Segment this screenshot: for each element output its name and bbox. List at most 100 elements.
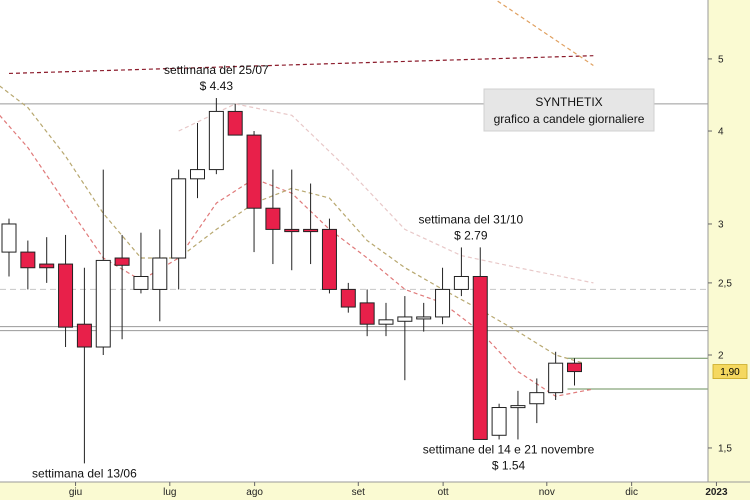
annotation-3-price: $ 1.54	[492, 458, 526, 472]
candle-body	[133, 275, 149, 290]
candle	[303, 183, 319, 265]
moving-average-2	[178, 103, 594, 284]
candle-body	[567, 362, 582, 373]
candle-body	[529, 392, 545, 405]
candle-body	[491, 407, 507, 436]
chart-subtitle: grafico a candele giornaliere	[494, 112, 645, 126]
annotation-3-label: settimane del 14 e 21 novembre	[423, 442, 595, 456]
candle	[435, 267, 451, 325]
candle-body	[152, 257, 168, 290]
candle-body	[227, 110, 243, 136]
y-tick-label: 3	[718, 219, 724, 230]
candle	[510, 390, 526, 440]
current-price-tag: 1,90	[712, 364, 748, 379]
candle	[321, 218, 337, 294]
candle	[227, 103, 243, 136]
price-tag-bg	[712, 364, 748, 379]
candle-body	[39, 263, 55, 269]
candle-body	[95, 259, 111, 348]
candle	[1, 218, 17, 277]
candle	[133, 232, 149, 294]
candle	[20, 240, 36, 290]
x-ticks: giu lug ago set ott nov dic 2023	[69, 482, 728, 498]
candle	[378, 302, 394, 337]
y-tick-label: 1,5	[718, 443, 732, 454]
candle-body	[58, 263, 74, 328]
x-tick-label: ago	[246, 487, 263, 498]
x-axis-panel: giu lug ago set ott nov dic 2023	[0, 481, 750, 500]
plot-area	[0, 0, 708, 482]
trend-line-1	[494, 0, 594, 66]
candle-body	[416, 316, 432, 320]
candle-body	[265, 207, 281, 230]
y-tick-label: 5	[718, 54, 724, 65]
y-tick-label: 2	[718, 350, 724, 361]
candle-body	[340, 288, 356, 308]
candle-body	[510, 405, 526, 409]
candle	[190, 123, 205, 199]
x-tick-label: set	[352, 487, 366, 498]
y-tick-label: 2,5	[718, 278, 732, 289]
y-axis-panel: 5 4 3 2,5 2 1,5 1,90	[707, 0, 750, 482]
x-axis-bg	[0, 482, 750, 500]
annotation-0-label: settimana del 25/07	[164, 63, 269, 77]
candle-body	[20, 251, 36, 269]
candle	[340, 282, 356, 313]
candle-body	[453, 275, 469, 290]
candle	[529, 378, 545, 424]
candle-body	[171, 178, 187, 259]
candles	[1, 98, 582, 464]
x-tick-label: lug	[163, 487, 176, 498]
x-tick-label: ott	[438, 487, 449, 498]
candle	[152, 229, 168, 322]
x-tick-label: 2023	[705, 487, 728, 498]
candle-body	[246, 134, 262, 209]
candle-body	[435, 288, 451, 318]
candle-body	[114, 257, 130, 266]
candle	[39, 237, 55, 283]
candle-body	[548, 362, 564, 394]
x-tick-label: giu	[69, 487, 82, 498]
price-tag-label: 1,90	[720, 367, 740, 378]
candle-body	[378, 319, 394, 325]
candle	[397, 296, 413, 381]
candle	[453, 247, 469, 297]
candle-body	[472, 275, 488, 440]
candle	[208, 98, 224, 175]
candle-body	[359, 302, 375, 325]
title-box: SYNTHETIX grafico a candele giornaliere	[483, 88, 655, 132]
candle-body	[284, 228, 300, 233]
candle	[567, 358, 582, 386]
candle	[491, 403, 507, 440]
candle-body	[76, 323, 92, 348]
chart-title: SYNTHETIX	[535, 95, 602, 109]
candle	[114, 234, 130, 340]
y-tick-label: 4	[718, 127, 724, 138]
candle-body	[321, 228, 337, 290]
x-tick-label: nov	[539, 487, 555, 498]
candle	[246, 131, 262, 253]
candle	[265, 169, 281, 265]
title-box-bg	[483, 88, 655, 132]
candle	[95, 169, 111, 355]
annotation-2-label: settimana del 31/10	[418, 212, 523, 226]
annotation-0-price: $ 4.43	[200, 79, 234, 93]
candle	[171, 169, 187, 290]
x-tick-label: dic	[625, 487, 638, 498]
candle	[472, 247, 488, 440]
annotation-1-label: settimana del 13/06	[32, 466, 137, 480]
candle	[548, 351, 564, 400]
y-ticks: 5 4 3 2,5 2 1,5	[708, 54, 732, 454]
candle	[58, 234, 74, 348]
candle-body	[208, 110, 224, 171]
candle-body	[397, 316, 413, 322]
candle	[359, 289, 375, 337]
candle-body	[1, 223, 17, 253]
candle	[416, 302, 432, 332]
annotation-2-price: $ 2.79	[454, 228, 488, 242]
candle-body	[190, 169, 205, 180]
y-axis-bg	[708, 0, 750, 482]
candle-body	[303, 228, 319, 233]
candle	[284, 169, 300, 271]
